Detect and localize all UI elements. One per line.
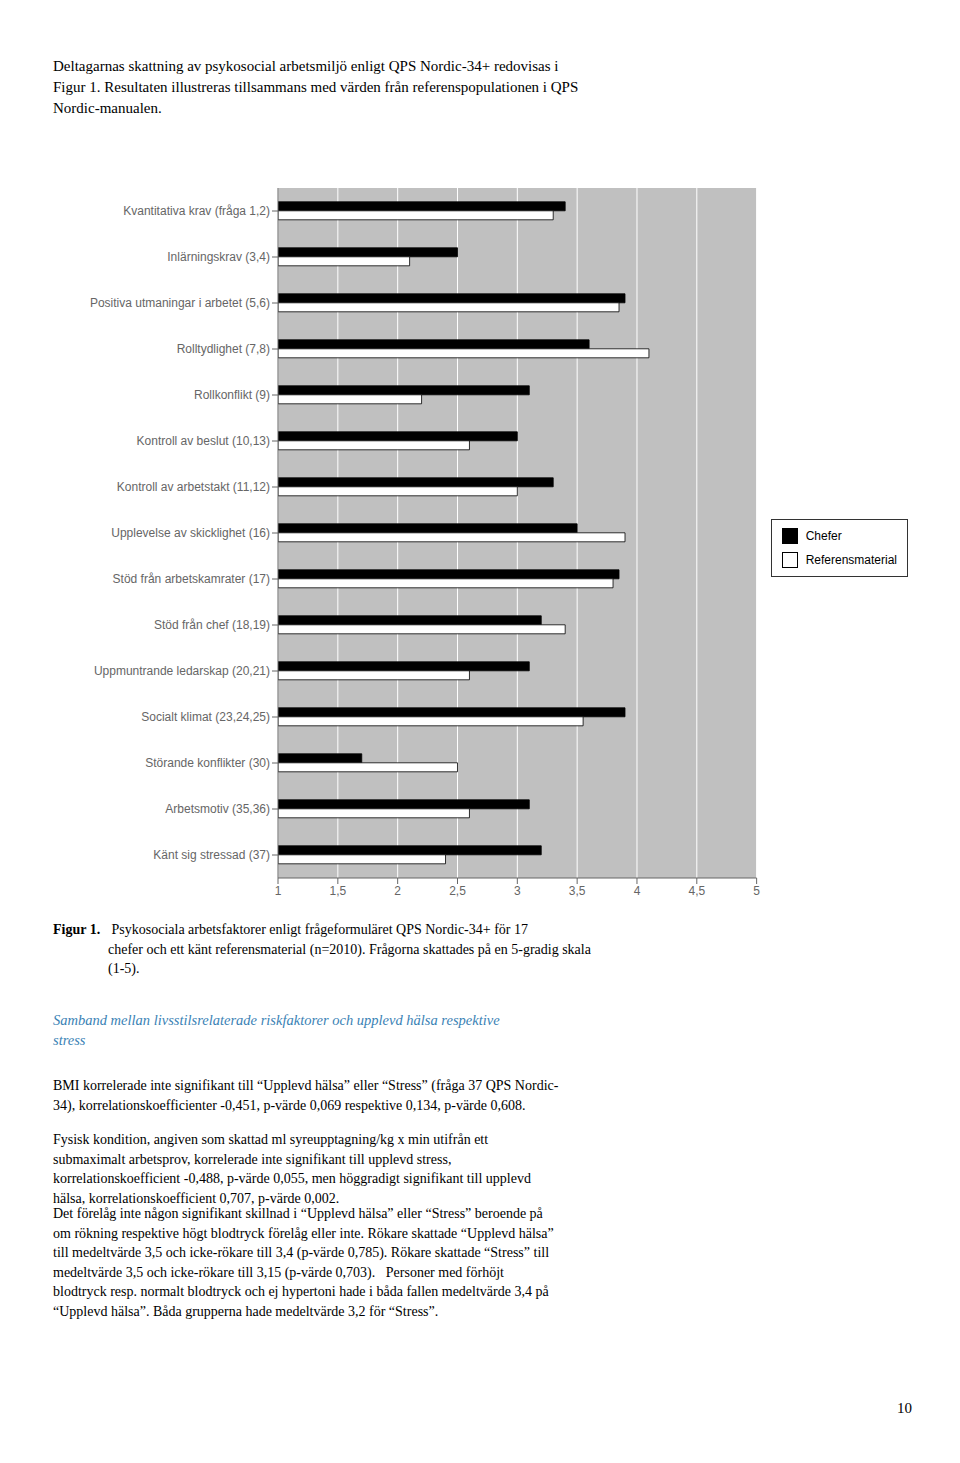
svg-text:Uppmuntrande ledarskap (20,21): Uppmuntrande ledarskap (20,21) xyxy=(94,664,270,678)
svg-text:Kontroll av arbetstakt (11,12): Kontroll av arbetstakt (11,12) xyxy=(117,480,270,494)
html-text:Det förelåg inte någon signifi: Det förelåg inte någon signifikant skill… xyxy=(53,1206,554,1319)
svg-text:Stöd från arbetskamrater (17): Stöd från arbetskamrater (17) xyxy=(113,572,270,586)
html-text:Referensmaterial: Referensmaterial xyxy=(805,553,897,567)
svg-text:Upplevelse av skicklighet (16): Upplevelse av skicklighet (16) xyxy=(111,526,270,540)
svg-text:1,5: 1,5 xyxy=(329,884,346,898)
html-text:Samband mellan livsstilsrelate: Samband mellan livsstilsrelaterade riskf… xyxy=(53,1012,500,1049)
svg-text:2,5: 2,5 xyxy=(449,884,466,898)
svg-text:1: 1 xyxy=(275,884,282,898)
html-text:Psykosociala arbetsfaktorer en: Psykosociala arbetsfaktorer enligt fråge… xyxy=(108,922,591,977)
svg-text:Känt sig stressad (37): Känt sig stressad (37) xyxy=(153,848,270,862)
svg-text:Arbetsmotiv (35,36): Arbetsmotiv (35,36) xyxy=(165,802,270,816)
svg-text:Kvantitativa krav (fråga 1,2): Kvantitativa krav (fråga 1,2) xyxy=(123,204,270,218)
svg-text:Inlärningskrav (3,4): Inlärningskrav (3,4) xyxy=(167,250,270,264)
svg-text:Stöd från chef (18,19): Stöd från chef (18,19) xyxy=(154,618,270,632)
svg-text:4,5: 4,5 xyxy=(688,884,705,898)
svg-text:Rolltydlighet (7,8): Rolltydlighet (7,8) xyxy=(177,342,270,356)
html-text:Figur 1.: Figur 1. xyxy=(53,922,101,937)
html-text:Deltagarnas skattning av psyko: Deltagarnas skattning av psykosocial arb… xyxy=(53,58,579,116)
html-text:10: 10 xyxy=(897,1400,912,1416)
html-text:BMI korrelerade inte signifika: BMI korrelerade inte signifikant till “U… xyxy=(53,1078,559,1113)
svg-text:3: 3 xyxy=(514,884,521,898)
svg-text:4: 4 xyxy=(634,884,641,898)
html-text:Fysisk kondition, angiven som: Fysisk kondition, angiven som skattad ml… xyxy=(53,1132,531,1206)
svg-text:Störande konflikter (30): Störande konflikter (30) xyxy=(145,756,270,770)
svg-text:Kontroll av beslut (10,13): Kontroll av beslut (10,13) xyxy=(137,434,270,448)
svg-text:5: 5 xyxy=(753,884,760,898)
svg-text:2: 2 xyxy=(394,884,401,898)
svg-text:3,5: 3,5 xyxy=(569,884,586,898)
svg-text:Positiva utmaningar i arbetet: Positiva utmaningar i arbetet (5,6) xyxy=(90,296,270,310)
svg-text:Socialt klimat (23,24,25): Socialt klimat (23,24,25) xyxy=(141,710,270,724)
svg-text:Rollkonflikt (9): Rollkonflikt (9) xyxy=(194,388,270,402)
html-text:Chefer: Chefer xyxy=(805,529,842,543)
